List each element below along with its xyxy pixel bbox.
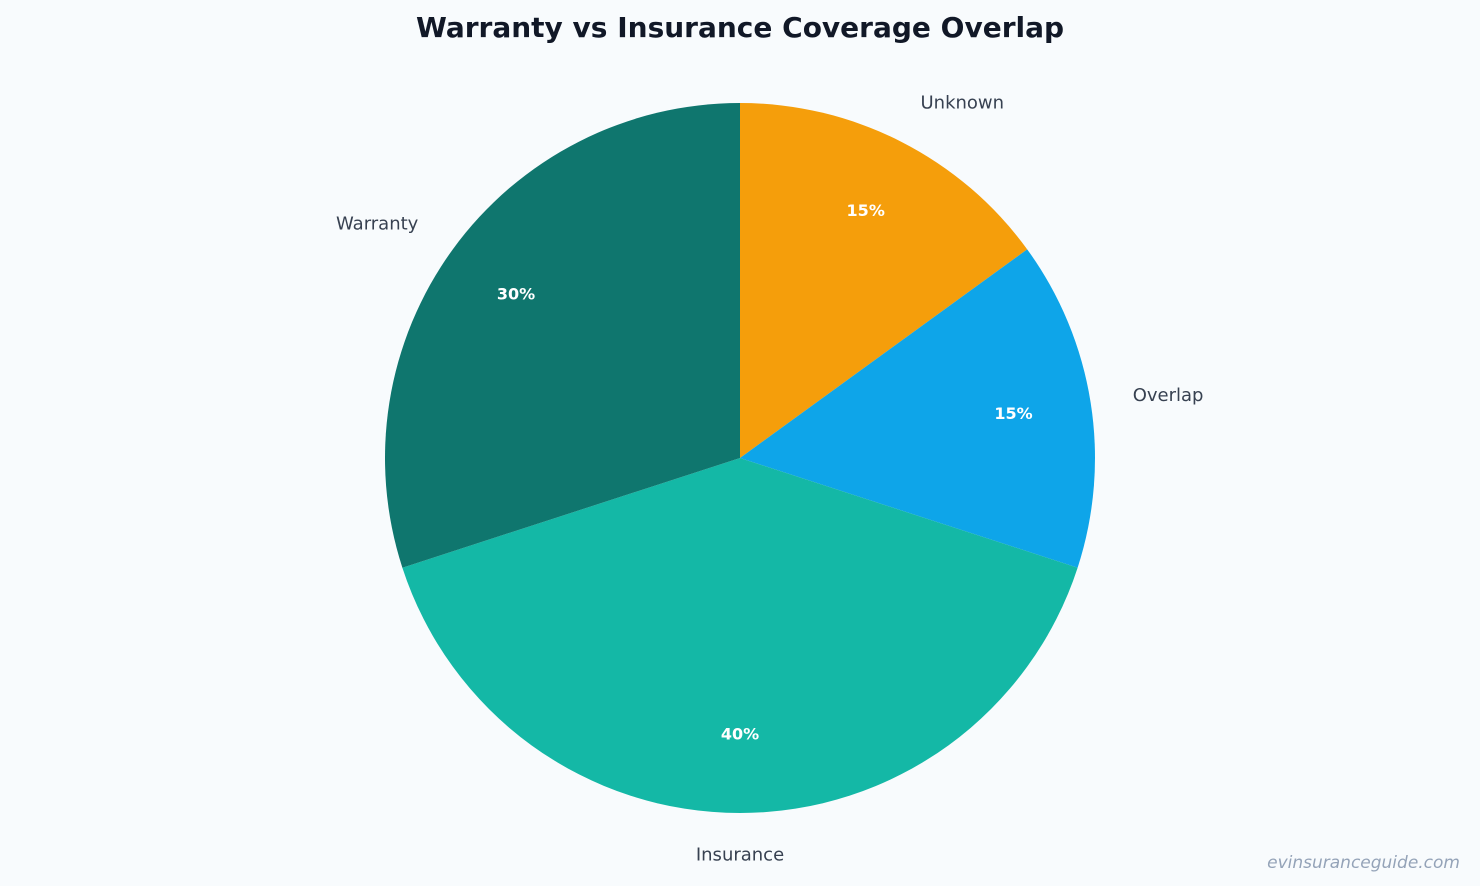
slice-unknown [740,103,1028,458]
watermark: evinsuranceguide.com [1267,853,1460,873]
slice-warranty [384,103,740,568]
pie-slices [384,103,1095,814]
slice-value-overlap: 15% [994,404,1032,423]
slice-value-unknown: 15% [847,201,885,220]
chart-title: Warranty vs Insurance Coverage Overlap [416,11,1064,44]
slice-label-warranty: Warranty [336,213,419,234]
slice-value-warranty: 30% [497,285,535,304]
slice-insurance [402,458,1078,814]
slice-label-unknown: Unknown [921,93,1005,114]
pie-labels: 15% Unknown 15% Overlap 40% Insurance 30% Warra… [336,93,1203,866]
slice-label-overlap: Overlap [1133,385,1204,406]
slice-label-insurance: Insurance [696,845,784,866]
slice-value-insurance: 40% [721,724,759,743]
slice-overlap [740,249,1095,568]
